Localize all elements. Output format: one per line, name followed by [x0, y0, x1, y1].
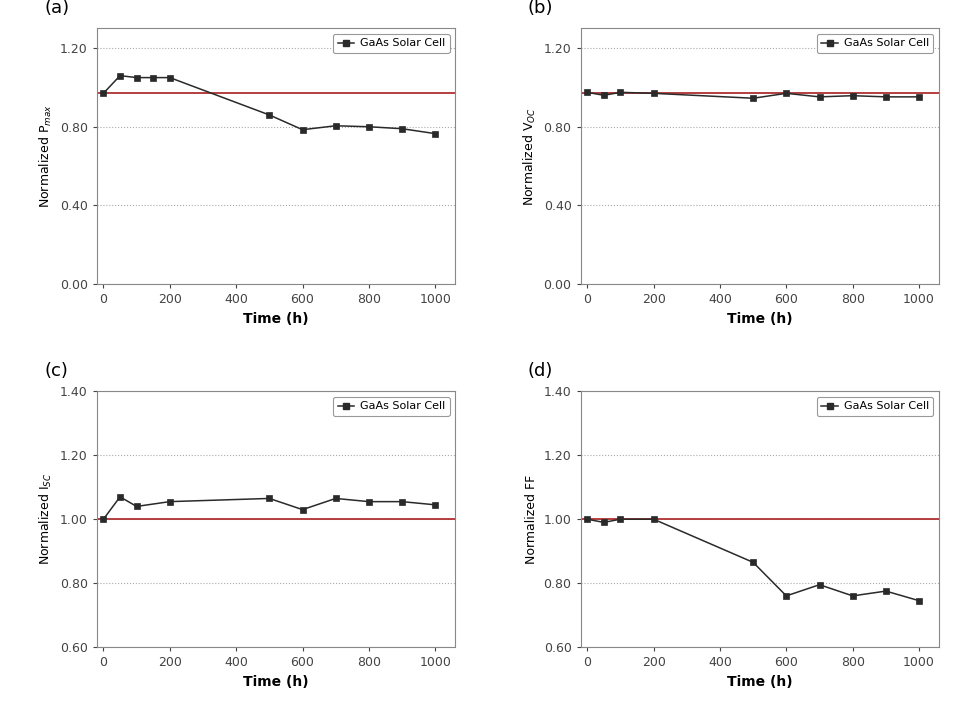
- Legend: GaAs Solar Cell: GaAs Solar Cell: [333, 34, 449, 53]
- Y-axis label: Normalized I$_{SC}$: Normalized I$_{SC}$: [38, 473, 54, 565]
- Legend: GaAs Solar Cell: GaAs Solar Cell: [817, 34, 933, 53]
- Text: (b): (b): [528, 0, 554, 17]
- Y-axis label: Normalized P$_{max}$: Normalized P$_{max}$: [38, 105, 54, 208]
- X-axis label: Time (h): Time (h): [727, 675, 793, 688]
- Text: (d): (d): [528, 363, 553, 380]
- Legend: GaAs Solar Cell: GaAs Solar Cell: [333, 397, 449, 416]
- Text: (c): (c): [44, 363, 68, 380]
- Text: (a): (a): [44, 0, 69, 17]
- X-axis label: Time (h): Time (h): [243, 675, 309, 688]
- Y-axis label: Normalized FF: Normalized FF: [525, 474, 538, 564]
- Legend: GaAs Solar Cell: GaAs Solar Cell: [817, 397, 933, 416]
- X-axis label: Time (h): Time (h): [243, 311, 309, 326]
- X-axis label: Time (h): Time (h): [727, 311, 793, 326]
- Y-axis label: Normalized V$_{OC}$: Normalized V$_{OC}$: [522, 107, 538, 205]
